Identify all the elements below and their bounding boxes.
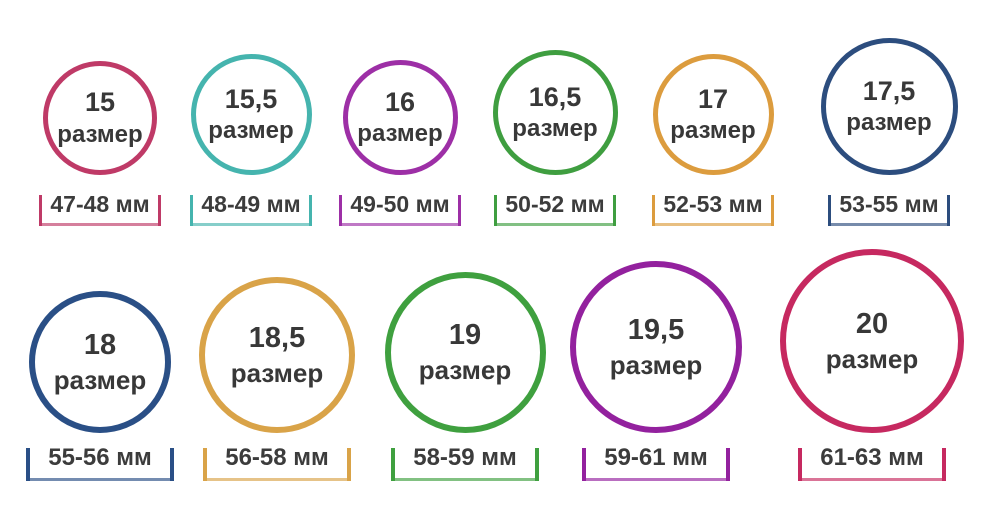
size-word: размер [825,343,919,374]
range-text: 48-49 мм [193,191,309,226]
size-circle: 17 размер [652,54,774,175]
range-label: 50-52 мм [494,190,616,226]
size-word: размер [418,355,512,386]
size-number: 20 [855,307,889,340]
range-label: 56-58 мм [203,444,351,481]
range-left-bar [26,448,31,481]
size-word: размер [230,357,324,388]
range-text: 53-55 мм [831,191,947,226]
size-cell: 17 размер 52-53 мм [628,0,798,226]
range-text: 58-59 мм [395,444,535,481]
size-number: 16,5 [528,81,582,112]
range-left-bar [828,195,832,226]
range-label: 49-50 мм [339,190,461,226]
range-left-bar [391,448,396,481]
size-row-bottom: 18 размер 55-56 мм 18,5 размер 56-58 мм … [0,248,985,481]
size-circle: 16,5 размер [492,50,618,175]
range-text: 59-61 мм [586,444,726,481]
size-cell: 17,5 размер 53-55 мм [804,0,974,226]
size-word: размер [670,117,756,145]
size-circle: 20 размер [780,249,964,433]
size-circle: 15 размер [43,61,157,175]
range-right-bar [946,195,950,226]
range-label: 58-59 мм [391,444,539,481]
size-number: 19 [448,319,482,352]
range-label: 47-48 мм [39,190,161,226]
size-word: размер [512,115,598,143]
range-text: 50-52 мм [497,191,613,226]
range-left-bar [582,448,587,481]
size-number: 18 [83,328,117,361]
range-right-bar [725,448,730,481]
range-right-bar [169,448,174,481]
size-row-top: 15 размер 47-48 мм 15,5 размер 48-49 мм … [0,0,985,226]
size-circle: 18,5 размер [199,277,355,433]
range-right-bar [157,195,161,226]
range-right-bar [346,448,351,481]
range-left-bar [798,448,803,481]
range-left-bar [190,195,194,226]
range-text: 47-48 мм [42,191,158,226]
range-left-bar [494,195,498,226]
range-label: 61-63 мм [798,444,946,481]
size-number: 17,5 [862,75,916,106]
range-left-bar [339,195,343,226]
size-circle: 19 размер [384,272,546,433]
size-word: размер [846,109,932,137]
size-circle: 17,5 размер [820,38,958,175]
size-circle: 18 размер [29,291,171,433]
size-circle: 19,5 размер [570,261,742,433]
range-left-bar [652,195,656,226]
range-right-bar [457,195,461,226]
size-cell: 16,5 размер 50-52 мм [470,0,640,226]
size-word: размер [208,117,294,145]
range-text: 52-53 мм [655,191,771,226]
range-right-bar [308,195,312,226]
size-number: 19,5 [627,313,685,346]
range-text: 55-56 мм [30,444,170,481]
range-text: 49-50 мм [342,191,458,226]
range-label: 48-49 мм [190,190,312,226]
range-right-bar [534,448,539,481]
range-label: 53-55 мм [828,190,950,226]
range-right-bar [612,195,616,226]
size-cell: 15 размер 47-48 мм [15,0,185,226]
size-cell: 16 размер 49-50 мм [315,0,485,226]
size-cell: 20 размер 61-63 мм [772,248,972,481]
size-word: размер [53,364,147,395]
size-number: 15,5 [224,83,278,114]
size-number: 15 [84,87,116,118]
size-number: 16 [384,86,416,117]
size-cell: 19,5 размер 59-61 мм [556,248,756,481]
range-left-bar [39,195,43,226]
range-text: 61-63 мм [802,444,942,481]
range-right-bar [941,448,946,481]
size-word: размер [357,120,443,148]
size-number: 17 [697,83,729,114]
range-label: 52-53 мм [652,190,774,226]
range-label: 55-56 мм [26,444,174,481]
size-circle: 15,5 размер [190,54,312,175]
range-right-bar [770,195,774,226]
range-text: 56-58 мм [207,444,347,481]
size-word: размер [609,349,703,380]
size-cell: 19 размер 58-59 мм [365,248,565,481]
size-cell: 18,5 размер 56-58 мм [177,248,377,481]
range-label: 59-61 мм [582,444,730,481]
range-left-bar [203,448,208,481]
size-circle: 16 размер [342,60,458,175]
size-number: 18,5 [248,321,306,354]
size-cell: 15,5 размер 48-49 мм [166,0,336,226]
size-word: размер [57,120,143,148]
size-cell: 18 размер 55-56 мм [0,248,200,481]
